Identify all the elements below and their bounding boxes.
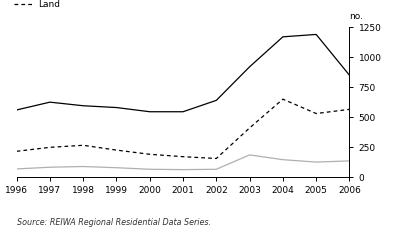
Land <box>347 108 352 111</box>
Units <box>81 165 86 168</box>
Houses <box>314 33 319 36</box>
Units <box>181 168 186 171</box>
Houses <box>214 99 219 102</box>
Land <box>14 150 19 153</box>
Units <box>347 160 352 162</box>
Units <box>114 166 119 169</box>
Houses <box>347 74 352 76</box>
Units <box>247 153 252 156</box>
Text: no.: no. <box>349 12 364 21</box>
Units <box>314 161 319 163</box>
Land <box>81 144 86 147</box>
Houses <box>81 104 86 107</box>
Units <box>47 166 52 169</box>
Legend: Houses, Units, Land: Houses, Units, Land <box>15 0 71 9</box>
Houses <box>114 106 119 109</box>
Houses <box>147 110 152 113</box>
Land <box>181 155 186 158</box>
Land <box>247 127 252 129</box>
Land <box>114 149 119 151</box>
Line: Land: Land <box>17 99 349 158</box>
Units <box>147 168 152 171</box>
Land <box>147 153 152 156</box>
Houses <box>14 109 19 111</box>
Land <box>214 157 219 160</box>
Land <box>314 112 319 115</box>
Houses <box>181 110 186 113</box>
Units <box>280 158 285 161</box>
Units <box>214 168 219 171</box>
Houses <box>47 101 52 104</box>
Line: Houses: Houses <box>17 35 349 112</box>
Units <box>14 168 19 170</box>
Land <box>280 98 285 101</box>
Line: Units: Units <box>17 155 349 170</box>
Houses <box>247 65 252 68</box>
Houses <box>280 35 285 38</box>
Land <box>47 146 52 149</box>
Text: Source: REIWA Regional Residential Data Series.: Source: REIWA Regional Residential Data … <box>17 218 210 227</box>
